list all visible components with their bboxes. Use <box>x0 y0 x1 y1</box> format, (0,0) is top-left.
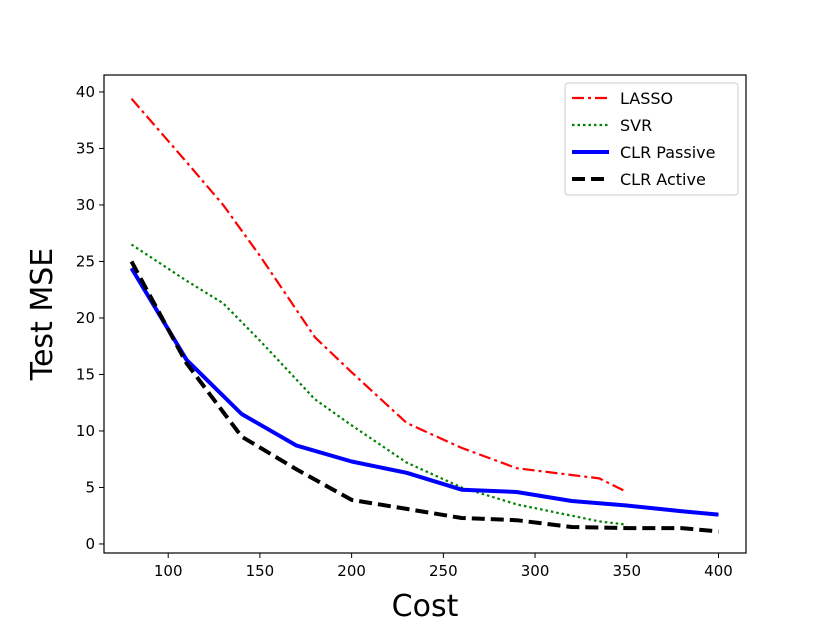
series-line-clr-active <box>129 260 719 534</box>
series-layer <box>129 97 719 534</box>
y-tick-label: 20 <box>76 309 95 327</box>
legend-label: SVR <box>620 116 652 135</box>
x-tick-label: 150 <box>246 562 275 580</box>
x-tick-label: 100 <box>154 562 183 580</box>
x-axis: 100 150 200 250 300 350 400 <box>154 553 733 580</box>
series-line-lasso <box>130 97 628 493</box>
y-axis: 0 5 10 15 20 25 30 35 40 <box>76 83 104 553</box>
legend: LASSO SVR CLR Passive CLR Active <box>564 82 739 196</box>
x-tick-label: 200 <box>337 562 366 580</box>
y-axis-title: Test MSE <box>25 248 60 382</box>
y-tick-label: 0 <box>85 535 95 553</box>
x-tick-label: 250 <box>429 562 458 580</box>
x-tick-label: 350 <box>612 562 641 580</box>
series-line-svr <box>130 243 627 526</box>
y-tick-label: 10 <box>76 422 95 440</box>
series-line-clr-passive <box>129 267 719 517</box>
x-axis-title: Cost <box>392 589 459 623</box>
y-tick-label: 30 <box>76 196 95 214</box>
legend-label: LASSO <box>620 89 673 108</box>
y-tick-label: 25 <box>76 252 95 270</box>
y-tick-label: 35 <box>76 139 95 157</box>
y-tick-label: 40 <box>76 83 95 101</box>
y-tick-label: 15 <box>76 365 95 383</box>
legend-label: CLR Active <box>620 170 706 189</box>
y-tick-label: 5 <box>85 478 95 496</box>
x-tick-label: 400 <box>704 562 733 580</box>
x-tick-label: 300 <box>521 562 550 580</box>
legend-label: CLR Passive <box>620 143 715 162</box>
legend-box <box>564 82 739 196</box>
